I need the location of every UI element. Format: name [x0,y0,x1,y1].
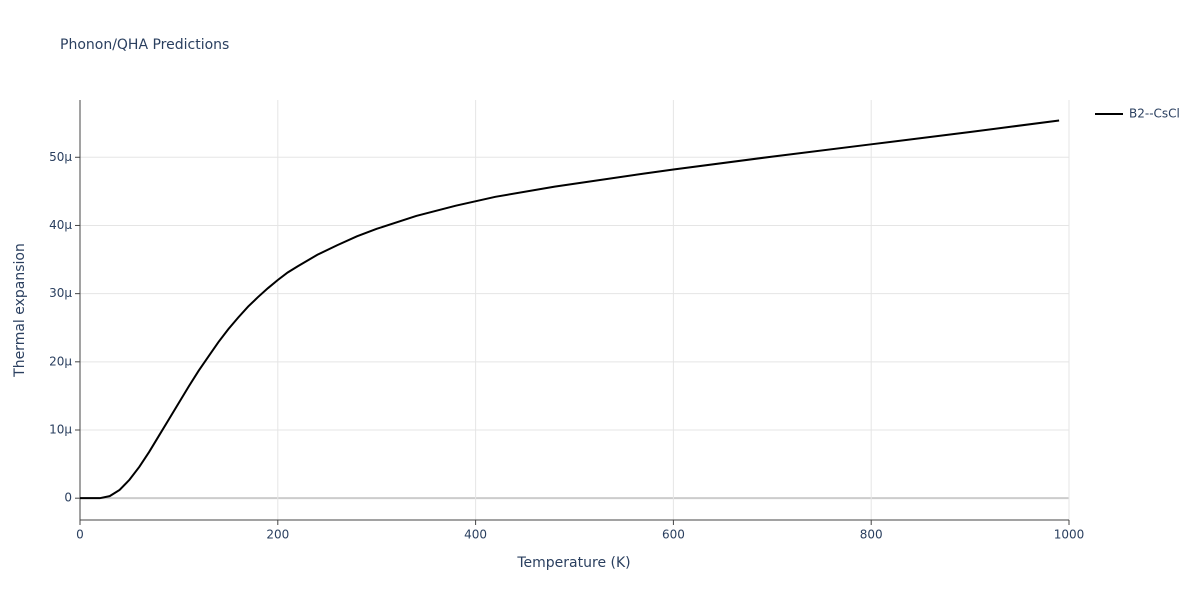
y-tick-label: 50μ [49,150,72,164]
y-axis-title: Thermal expansion [12,243,28,378]
x-tick-label: 600 [662,528,685,542]
y-tick-label: 10μ [49,423,72,437]
x-tick-label: 1000 [1054,528,1085,542]
y-tick-label: 0 [64,491,72,505]
x-tick-label: 0 [76,528,84,542]
data-line [80,119,1060,500]
x-tick-label: 200 [266,528,289,542]
y-tick-label: 40μ [49,218,72,232]
legend-label: B2--CsCl [1129,107,1180,121]
chart-title: Phonon/QHA Predictions [60,37,229,53]
x-axis-title: Temperature (K) [516,555,630,571]
y-tick-label: 20μ [49,354,72,368]
x-tick-label: 400 [464,528,487,542]
x-tick-label: 800 [860,528,883,542]
y-tick-label: 30μ [49,286,72,300]
